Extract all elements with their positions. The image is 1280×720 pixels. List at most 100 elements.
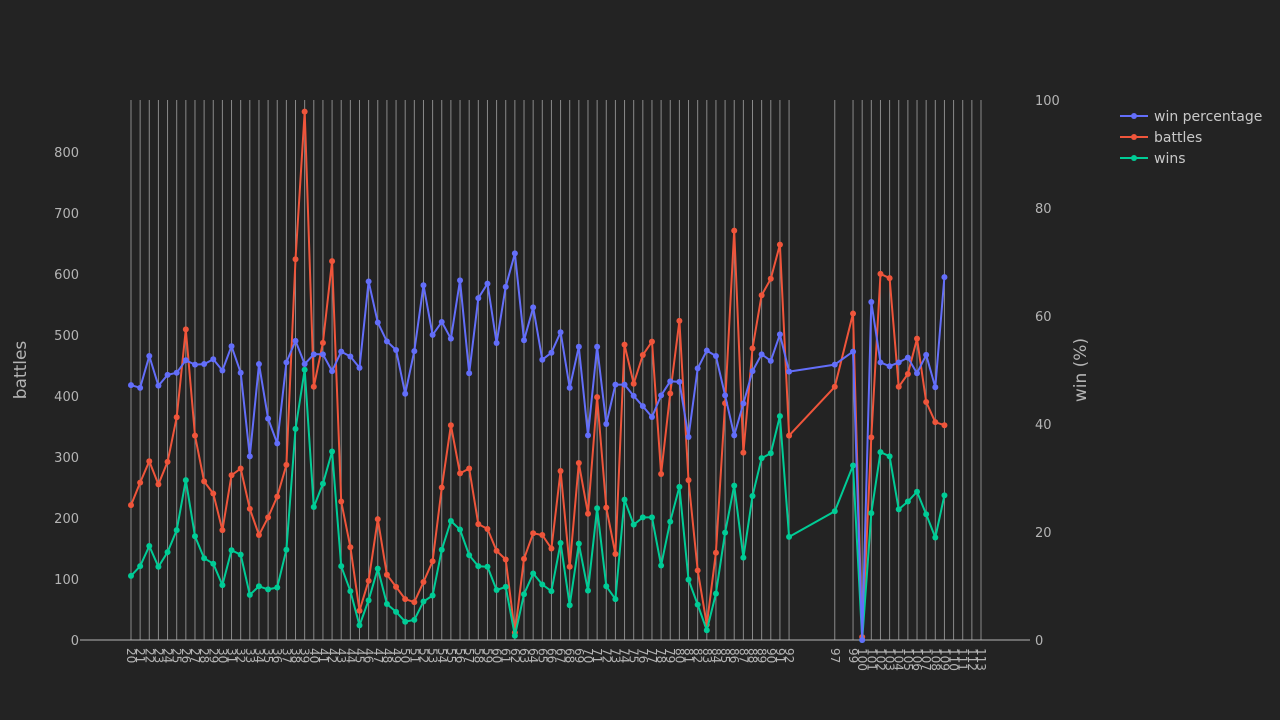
data-point-wins[interactable] bbox=[694, 601, 701, 608]
data-point-win-percentage[interactable] bbox=[173, 369, 180, 376]
data-point-win-percentage[interactable] bbox=[447, 335, 454, 342]
data-point-win-percentage[interactable] bbox=[319, 351, 326, 358]
data-point-wins[interactable] bbox=[411, 616, 418, 623]
data-point-win-percentage[interactable] bbox=[612, 381, 619, 388]
data-point-wins[interactable] bbox=[502, 583, 509, 590]
data-point-battles[interactable] bbox=[923, 399, 930, 406]
data-point-wins[interactable] bbox=[319, 480, 326, 487]
data-point-battles[interactable] bbox=[310, 383, 317, 390]
data-point-battles[interactable] bbox=[484, 525, 491, 532]
data-point-win-percentage[interactable] bbox=[685, 433, 692, 440]
data-point-win-percentage[interactable] bbox=[484, 280, 491, 287]
data-point-win-percentage[interactable] bbox=[530, 304, 537, 311]
data-point-battles[interactable] bbox=[658, 471, 665, 478]
data-point-wins[interactable] bbox=[255, 583, 262, 590]
data-point-wins[interactable] bbox=[457, 526, 464, 533]
data-point-battles[interactable] bbox=[648, 338, 655, 345]
data-point-win-percentage[interactable] bbox=[557, 329, 564, 336]
data-point-win-percentage[interactable] bbox=[740, 400, 747, 407]
data-point-battles[interactable] bbox=[137, 479, 144, 486]
data-point-wins[interactable] bbox=[447, 518, 454, 525]
data-point-battles[interactable] bbox=[274, 493, 281, 500]
data-point-wins[interactable] bbox=[639, 514, 646, 521]
data-point-battles[interactable] bbox=[411, 599, 418, 606]
data-point-battles[interactable] bbox=[667, 390, 674, 397]
data-point-battles[interactable] bbox=[374, 516, 381, 523]
data-point-battles[interactable] bbox=[749, 345, 756, 352]
data-point-wins[interactable] bbox=[923, 511, 930, 518]
data-point-battles[interactable] bbox=[685, 477, 692, 484]
data-point-win-percentage[interactable] bbox=[301, 361, 308, 368]
data-point-battles[interactable] bbox=[402, 596, 409, 603]
legend-item-wins[interactable]: wins bbox=[1120, 151, 1186, 167]
data-point-battles[interactable] bbox=[767, 275, 774, 282]
data-point-battles[interactable] bbox=[255, 532, 262, 539]
data-point-battles[interactable] bbox=[877, 270, 884, 277]
data-point-wins[interactable] bbox=[283, 546, 290, 553]
data-point-win-percentage[interactable] bbox=[749, 368, 756, 375]
data-point-battles[interactable] bbox=[246, 505, 253, 512]
data-point-battles[interactable] bbox=[557, 467, 564, 474]
data-point-win-percentage[interactable] bbox=[246, 453, 253, 460]
data-point-wins[interactable] bbox=[246, 591, 253, 598]
data-point-battles[interactable] bbox=[347, 544, 354, 551]
data-point-wins[interactable] bbox=[612, 596, 619, 603]
data-point-wins[interactable] bbox=[511, 632, 518, 639]
data-point-win-percentage[interactable] bbox=[895, 359, 902, 366]
data-point-wins[interactable] bbox=[274, 584, 281, 591]
data-point-wins[interactable] bbox=[594, 505, 601, 512]
data-point-win-percentage[interactable] bbox=[511, 250, 518, 257]
data-point-win-percentage[interactable] bbox=[137, 384, 144, 391]
data-point-win-percentage[interactable] bbox=[438, 318, 445, 325]
data-point-wins[interactable] bbox=[868, 510, 875, 517]
data-point-battles[interactable] bbox=[164, 458, 171, 465]
data-point-battles[interactable] bbox=[493, 547, 500, 554]
data-point-win-percentage[interactable] bbox=[886, 363, 893, 370]
data-point-battles[interactable] bbox=[201, 478, 208, 485]
data-point-win-percentage[interactable] bbox=[594, 343, 601, 350]
data-point-battles[interactable] bbox=[584, 510, 591, 517]
data-point-win-percentage[interactable] bbox=[859, 637, 866, 643]
data-point-win-percentage[interactable] bbox=[310, 351, 317, 358]
data-point-battles[interactable] bbox=[694, 567, 701, 574]
data-point-wins[interactable] bbox=[265, 586, 272, 593]
data-point-wins[interactable] bbox=[904, 498, 911, 505]
data-point-battles[interactable] bbox=[731, 227, 738, 234]
data-point-wins[interactable] bbox=[530, 570, 537, 577]
data-point-battles[interactable] bbox=[146, 458, 153, 465]
data-point-wins[interactable] bbox=[758, 455, 765, 462]
data-point-battles[interactable] bbox=[932, 419, 939, 426]
data-point-battles[interactable] bbox=[886, 275, 893, 282]
data-point-battles[interactable] bbox=[475, 521, 482, 528]
data-point-wins[interactable] bbox=[429, 592, 436, 599]
data-point-wins[interactable] bbox=[356, 622, 363, 629]
data-point-win-percentage[interactable] bbox=[228, 343, 235, 350]
data-point-win-percentage[interactable] bbox=[210, 356, 217, 363]
data-point-win-percentage[interactable] bbox=[776, 331, 783, 338]
data-point-win-percentage[interactable] bbox=[786, 368, 793, 375]
data-point-win-percentage[interactable] bbox=[923, 351, 930, 358]
data-point-win-percentage[interactable] bbox=[393, 347, 400, 354]
data-point-battles[interactable] bbox=[420, 579, 427, 586]
data-point-wins[interactable] bbox=[648, 514, 655, 521]
data-point-wins[interactable] bbox=[621, 496, 628, 503]
data-point-wins[interactable] bbox=[365, 597, 372, 604]
data-point-battles[interactable] bbox=[219, 527, 226, 534]
data-point-wins[interactable] bbox=[329, 448, 336, 455]
data-point-win-percentage[interactable] bbox=[182, 357, 189, 364]
data-point-battles[interactable] bbox=[429, 558, 436, 565]
data-point-wins[interactable] bbox=[521, 591, 528, 598]
data-point-wins[interactable] bbox=[722, 529, 729, 536]
data-point-battles[interactable] bbox=[868, 434, 875, 441]
data-point-wins[interactable] bbox=[850, 462, 857, 469]
data-point-battles[interactable] bbox=[457, 470, 464, 477]
data-point-win-percentage[interactable] bbox=[630, 392, 637, 399]
data-point-wins[interactable] bbox=[914, 488, 921, 495]
legend[interactable]: win percentage battles wins bbox=[1120, 109, 1262, 167]
data-point-battles[interactable] bbox=[566, 563, 573, 570]
data-point-battles[interactable] bbox=[630, 380, 637, 387]
data-point-wins[interactable] bbox=[740, 554, 747, 561]
data-point-battles[interactable] bbox=[548, 545, 555, 552]
data-point-battles[interactable] bbox=[447, 422, 454, 429]
data-point-battles[interactable] bbox=[301, 108, 308, 115]
